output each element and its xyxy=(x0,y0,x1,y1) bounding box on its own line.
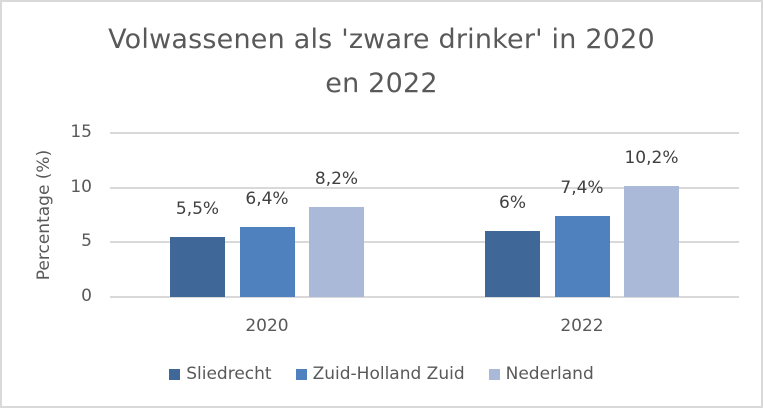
y-tick-label: 0 xyxy=(81,286,92,306)
bar-zuid-holland-zuid-2020 xyxy=(239,227,295,297)
legend-label: Nederland xyxy=(505,364,594,384)
gridline xyxy=(110,296,739,298)
bar-nederland-2020 xyxy=(309,207,364,297)
bar-sliedrecht-2022 xyxy=(485,231,540,297)
legend: Sliedrecht Zuid-Holland Zuid Nederland xyxy=(0,364,763,384)
chart-title: Volwassenen als 'zware drinker' in 2020 … xyxy=(0,18,763,106)
legend-item-zuid-holland-zuid: Zuid-Holland Zuid xyxy=(295,364,465,384)
chart-title-line-1: Volwassenen als 'zware drinker' in 2020 xyxy=(108,24,655,55)
legend-label: Sliedrecht xyxy=(186,364,272,384)
legend-swatch-icon xyxy=(295,368,307,380)
legend-swatch-icon xyxy=(488,368,500,380)
data-label: 6% xyxy=(499,193,526,214)
gridline xyxy=(110,132,739,135)
bar-nederland-2022 xyxy=(624,185,679,297)
legend-item-nederland: Nederland xyxy=(488,364,594,384)
data-label: 5,5% xyxy=(175,198,220,219)
legend-item-sliedrecht: Sliedrecht xyxy=(169,364,272,384)
chart-title-line-2: en 2022 xyxy=(325,68,438,99)
y-tick-label: 5 xyxy=(81,231,92,252)
data-label: 7,4% xyxy=(560,178,604,199)
y-tick-label: 10 xyxy=(70,176,92,197)
y-axis-label: Percentage (%) xyxy=(34,149,54,281)
bar-zuid-holland-zuid-2022 xyxy=(554,216,610,297)
data-label: 6,4% xyxy=(245,189,289,210)
data-label: 8,2% xyxy=(314,169,359,190)
gridline xyxy=(110,241,739,244)
gridline xyxy=(110,186,739,189)
x-category-label: 2022 xyxy=(560,316,604,336)
legend-label: Zuid-Holland Zuid xyxy=(312,364,465,384)
bar-sliedrecht-2020 xyxy=(170,236,225,297)
y-tick-label: 15 xyxy=(70,122,92,143)
x-category-label: 2020 xyxy=(245,316,289,336)
data-label: 10,2% xyxy=(624,147,679,168)
legend-swatch-icon xyxy=(169,368,181,380)
